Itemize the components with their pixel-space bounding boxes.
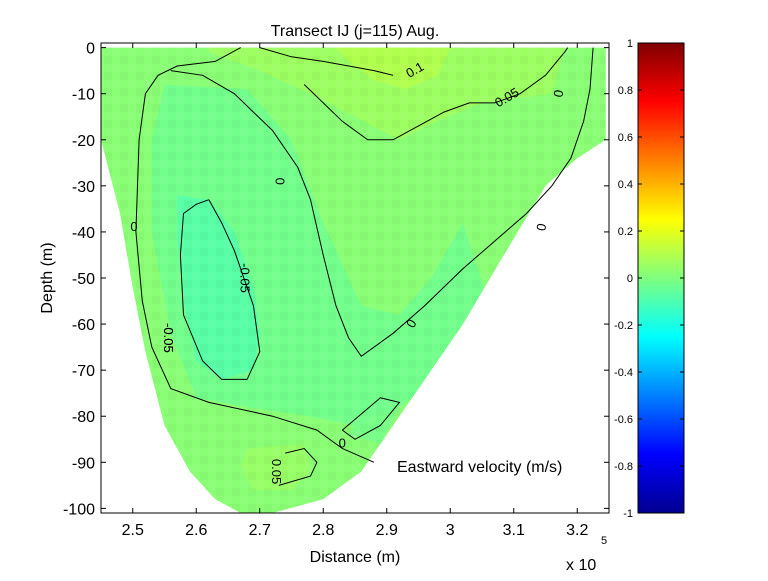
contour-label-7: -0.05	[161, 323, 176, 353]
y-tick-label-6: -60	[72, 317, 95, 334]
colorbar-tick-label-1: 0.8	[618, 85, 633, 97]
x-tick-label-4: 2.9	[376, 522, 398, 539]
section-texture	[101, 47, 606, 513]
y-tick-label-10: -100	[63, 501, 95, 518]
colorbar-tick-label-7: -0.4	[614, 367, 633, 379]
colorbar	[637, 42, 685, 514]
y-tick-label-1: -10	[72, 87, 95, 104]
contour-label-2: 0.05	[269, 459, 284, 484]
contour-line-0-4	[170, 47, 594, 358]
contour-label-extra-0: 0	[130, 219, 137, 234]
contour-line--0p05-6	[179, 199, 261, 380]
velocity-field	[101, 47, 606, 513]
y-tick-label-5: -50	[72, 271, 95, 288]
contour-line-0p1-0	[259, 47, 394, 76]
y-tick-label-4: -40	[72, 225, 95, 242]
contour-line-0-3	[135, 47, 375, 463]
y-axis-label: Depth (m)	[39, 242, 56, 313]
y-tick-label-2: -20	[72, 133, 95, 150]
x-tick-label-7: 3.2	[566, 522, 588, 539]
colorbar-label: Eastward velocity (m/s)	[397, 459, 562, 476]
colorbar-tick-label-10: -1	[623, 508, 633, 520]
colorbar-tick-label-8: -0.6	[614, 414, 633, 426]
contour-lines	[135, 47, 594, 486]
colorbar-tick-label-9: -0.8	[614, 461, 633, 473]
contour-label-extra-2: 0	[533, 222, 549, 232]
colorbar-tick-label-0: 1	[627, 38, 633, 50]
y-tick-label-9: -90	[72, 455, 95, 472]
contour-label-extra-3: 0	[339, 435, 346, 450]
x-exponent-power: 5	[601, 535, 607, 547]
y-tick-label-8: -80	[72, 409, 95, 426]
x-exponent-label: x 10	[566, 557, 596, 574]
y-axis-ticks: 0 -10 -20 -30 -40 -50 -60 -70 -80 -90 -100	[63, 41, 609, 518]
contour-line-0p05-1	[303, 47, 569, 141]
x-tick-label-1: 2.6	[185, 522, 207, 539]
chart-title: Transect IJ (j=115) Aug.	[271, 23, 440, 40]
contour-label-3: 0	[272, 178, 287, 185]
contour-line-0-5	[341, 397, 401, 440]
x-tick-label-0: 2.5	[122, 522, 144, 539]
y-tick-label-0: 0	[86, 41, 95, 58]
x-tick-label-5: 3	[446, 522, 455, 539]
x-axis-label: Distance (m)	[310, 549, 401, 566]
contour-label-7: -0.05	[161, 323, 176, 353]
colorbar-tick-label-4: 0.2	[618, 226, 633, 238]
y-tick-label-7: -70	[72, 363, 95, 380]
contour-line-0p05-2	[278, 447, 318, 486]
colorbar-tick-label-2: 0.6	[618, 132, 633, 144]
colorbar-tick-label-3: 0.4	[618, 179, 633, 191]
x-tick-label-3: 2.8	[312, 522, 334, 539]
contour-label-extra-1: 0	[550, 89, 566, 99]
colorbar-tick-label-6: -0.2	[614, 320, 633, 332]
y-tick-label-3: -30	[72, 179, 95, 196]
x-axis-ticks: 2.5 2.6 2.7 2.8 2.9 3 3.1 3.2	[122, 43, 588, 539]
colorbar-ticks: 1 0.8 0.6 0.4 0.2 0 -0.2 -0.4 -0.6 -0.8 -1	[614, 38, 684, 520]
x-tick-label-2: 2.7	[249, 522, 271, 539]
contour-label-6: -0.05	[237, 263, 252, 293]
x-tick-label-6: 3.1	[503, 522, 525, 539]
colorbar-tick-label-5: 0	[627, 273, 633, 285]
